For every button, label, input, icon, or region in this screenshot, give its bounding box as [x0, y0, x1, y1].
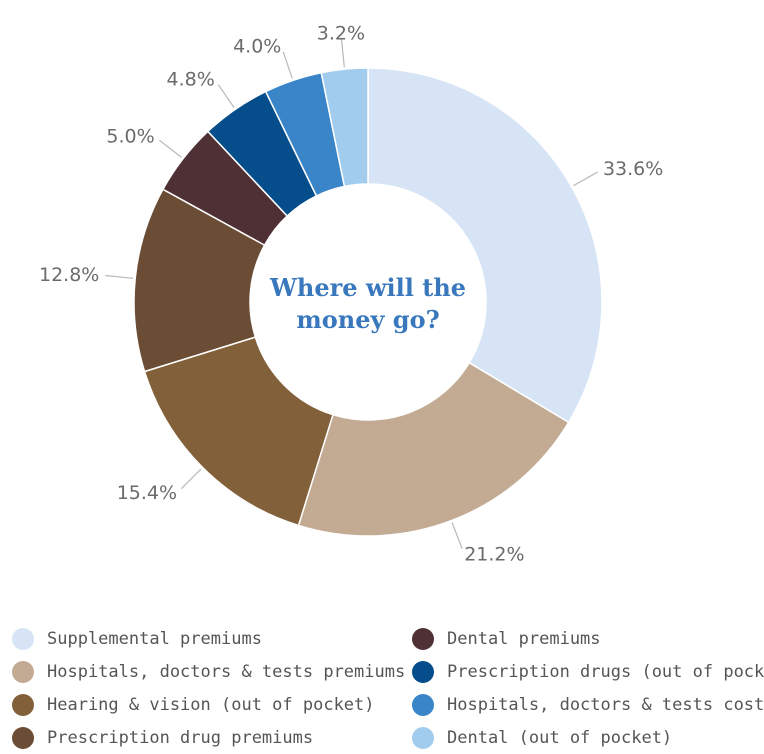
- center-title-line-2: money go?: [296, 305, 440, 334]
- legend-swatch: [412, 726, 434, 749]
- legend-swatch: [12, 660, 34, 683]
- legend-swatch: [12, 627, 34, 650]
- legend-label: Prescription drug premiums: [47, 727, 314, 748]
- center-title-line-1: Where will the: [269, 273, 467, 302]
- slice-hearing-vision-out-of-pocket: [143, 336, 334, 527]
- legend-swatch: [12, 693, 34, 716]
- legend-swatch: [12, 726, 34, 749]
- legend-label: Hospitals, doctors & tests premiums: [47, 661, 406, 682]
- legend-swatch: [412, 627, 434, 650]
- chart-center-title: Where will the money go?: [232, 272, 504, 336]
- legend-item-supplemental-premiums: Supplemental premiums: [12, 622, 405, 655]
- legend-item-hospitals-costs: Hospitals, doctors & tests costs: [412, 688, 764, 721]
- legend-label: Dental premiums: [447, 628, 601, 649]
- legend-item-hospitals-premiums: Hospitals, doctors & tests premiums: [12, 655, 405, 688]
- data-label-hearing-vision-out-of-pocket: 15.4%: [117, 482, 177, 504]
- data-label-supplemental-premiums: 33.6%: [603, 158, 663, 180]
- leader-line: [105, 274, 134, 279]
- legend-item-hearing-vision: Hearing & vision (out of pocket): [12, 688, 405, 721]
- data-label-prescription-drugs-out-of-pocket: 4.8%: [167, 69, 215, 91]
- data-label-prescription-drug-premiums: 12.8%: [39, 264, 99, 286]
- legend-label: Hearing & vision (out of pocket): [47, 694, 375, 715]
- slice-supplemental-premiums: [367, 67, 603, 424]
- legend-item-dental-oop: Dental (out of pocket): [412, 721, 764, 754]
- data-label-hospitals-doctors-tests-premiums: 21.2%: [464, 543, 524, 565]
- legend-swatch: [412, 660, 434, 683]
- legend-column-right: Dental premiums Prescription drugs (out …: [412, 622, 764, 754]
- leader-line: [180, 468, 202, 490]
- legend-item-prescription-drug-premiums: Prescription drug premiums: [12, 721, 405, 754]
- slice-hospitals-doctors-tests-premiums: [297, 361, 570, 537]
- legend-item-prescription-drugs-oop: Prescription drugs (out of pocket): [412, 655, 764, 688]
- leader-line: [451, 522, 463, 549]
- legend-column-left: Supplemental premiums Hospitals, doctors…: [12, 622, 405, 754]
- slice-dental-out-of-pocket: [320, 67, 369, 188]
- legend-item-dental-premiums: Dental premiums: [412, 622, 764, 655]
- data-label-hospitals-doctors-tests-costs: 4.0%: [233, 35, 281, 57]
- leader-line: [340, 39, 345, 68]
- legend-swatch: [412, 693, 434, 716]
- data-label-dental-out-of-pocket: 3.2%: [317, 22, 365, 44]
- legend-label: Prescription drugs (out of pocket): [447, 661, 764, 682]
- legend-label: Dental (out of pocket): [447, 727, 673, 748]
- leader-line: [282, 51, 293, 79]
- data-label-dental-premiums: 5.0%: [106, 126, 154, 148]
- leader-line: [217, 84, 235, 108]
- legend-label: Supplemental premiums: [47, 628, 262, 649]
- leader-line: [573, 171, 599, 187]
- leader-line: [159, 139, 182, 158]
- legend-label: Hospitals, doctors & tests costs: [447, 694, 764, 715]
